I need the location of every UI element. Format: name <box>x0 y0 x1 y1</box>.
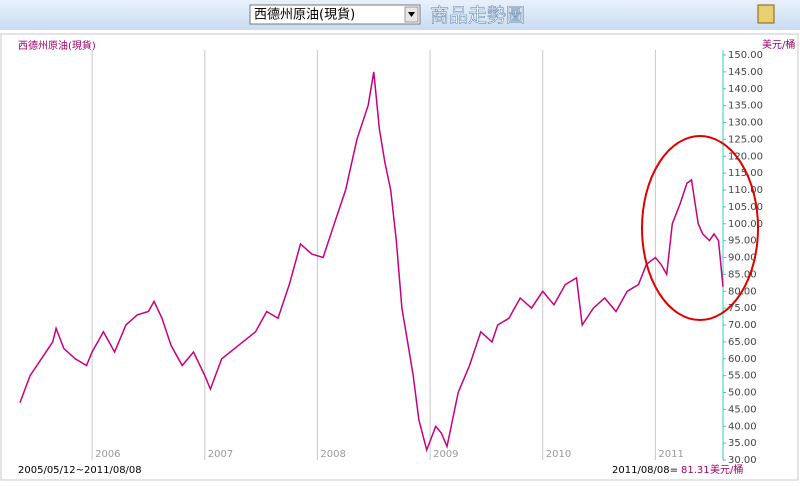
highlight-circle <box>641 135 759 321</box>
x-tick-label: 2011 <box>658 449 683 460</box>
arrow-icon <box>408 12 415 17</box>
selector-text: 西德州原油(現貨) <box>254 7 355 23</box>
x-tick-label: 2008 <box>320 449 345 460</box>
last-unit: 美元/桶 <box>710 463 743 476</box>
y-tick-label: 140.00 <box>728 84 763 95</box>
y-tick-label: 125.00 <box>728 134 763 145</box>
price-line <box>19 71 724 453</box>
export-icon[interactable] <box>757 4 775 24</box>
y-tick-label: 40.00 <box>728 421 757 432</box>
y-tick-label: 75.00 <box>728 303 757 314</box>
y-tick-label: 100.00 <box>728 219 763 230</box>
y-tick-label: 120.00 <box>728 151 763 162</box>
x-tick-label: 2009 <box>433 449 458 460</box>
y-tick-label: 70.00 <box>728 320 757 331</box>
toolbar-title: 商品走勢圖 <box>430 5 525 27</box>
last-label: 2011/08/08= <box>612 465 678 476</box>
x-tick-label: 2006 <box>95 449 120 460</box>
selector[interactable] <box>249 4 421 25</box>
chart-frame <box>0 33 799 481</box>
y-tick-label: 115.00 <box>728 168 763 179</box>
y-tick-label: 85.00 <box>728 269 757 280</box>
unit-label: 美元/桶 <box>762 38 795 51</box>
y-tick-label: 65.00 <box>728 337 757 348</box>
last-value: 81.31 <box>681 465 710 476</box>
y-tick-label: 55.00 <box>728 371 757 382</box>
chart-title: 西德州原油(現貨) <box>18 39 96 52</box>
y-tick-label: 50.00 <box>728 388 757 399</box>
y-tick-label: 105.00 <box>728 202 763 213</box>
y-tick-label: 110.00 <box>728 185 763 196</box>
y-tick-label: 150.00 <box>728 50 763 61</box>
y-tick-label: 95.00 <box>728 236 757 247</box>
y-tick-label: 130.00 <box>728 118 763 129</box>
y-tick-label: 60.00 <box>728 354 757 365</box>
y-tick-label: 135.00 <box>728 101 763 112</box>
y-tick-label: 35.00 <box>728 438 757 449</box>
x-tick-label: 2010 <box>546 449 571 460</box>
y-tick-label: 90.00 <box>728 253 757 264</box>
y-tick-label: 30.00 <box>728 455 757 466</box>
y-tick-label: 145.00 <box>728 67 763 78</box>
x-tick-label: 2007 <box>208 449 233 460</box>
y-tick-label: 45.00 <box>728 404 757 415</box>
range-label: 2005/05/12~2011/08/08 <box>18 465 142 476</box>
